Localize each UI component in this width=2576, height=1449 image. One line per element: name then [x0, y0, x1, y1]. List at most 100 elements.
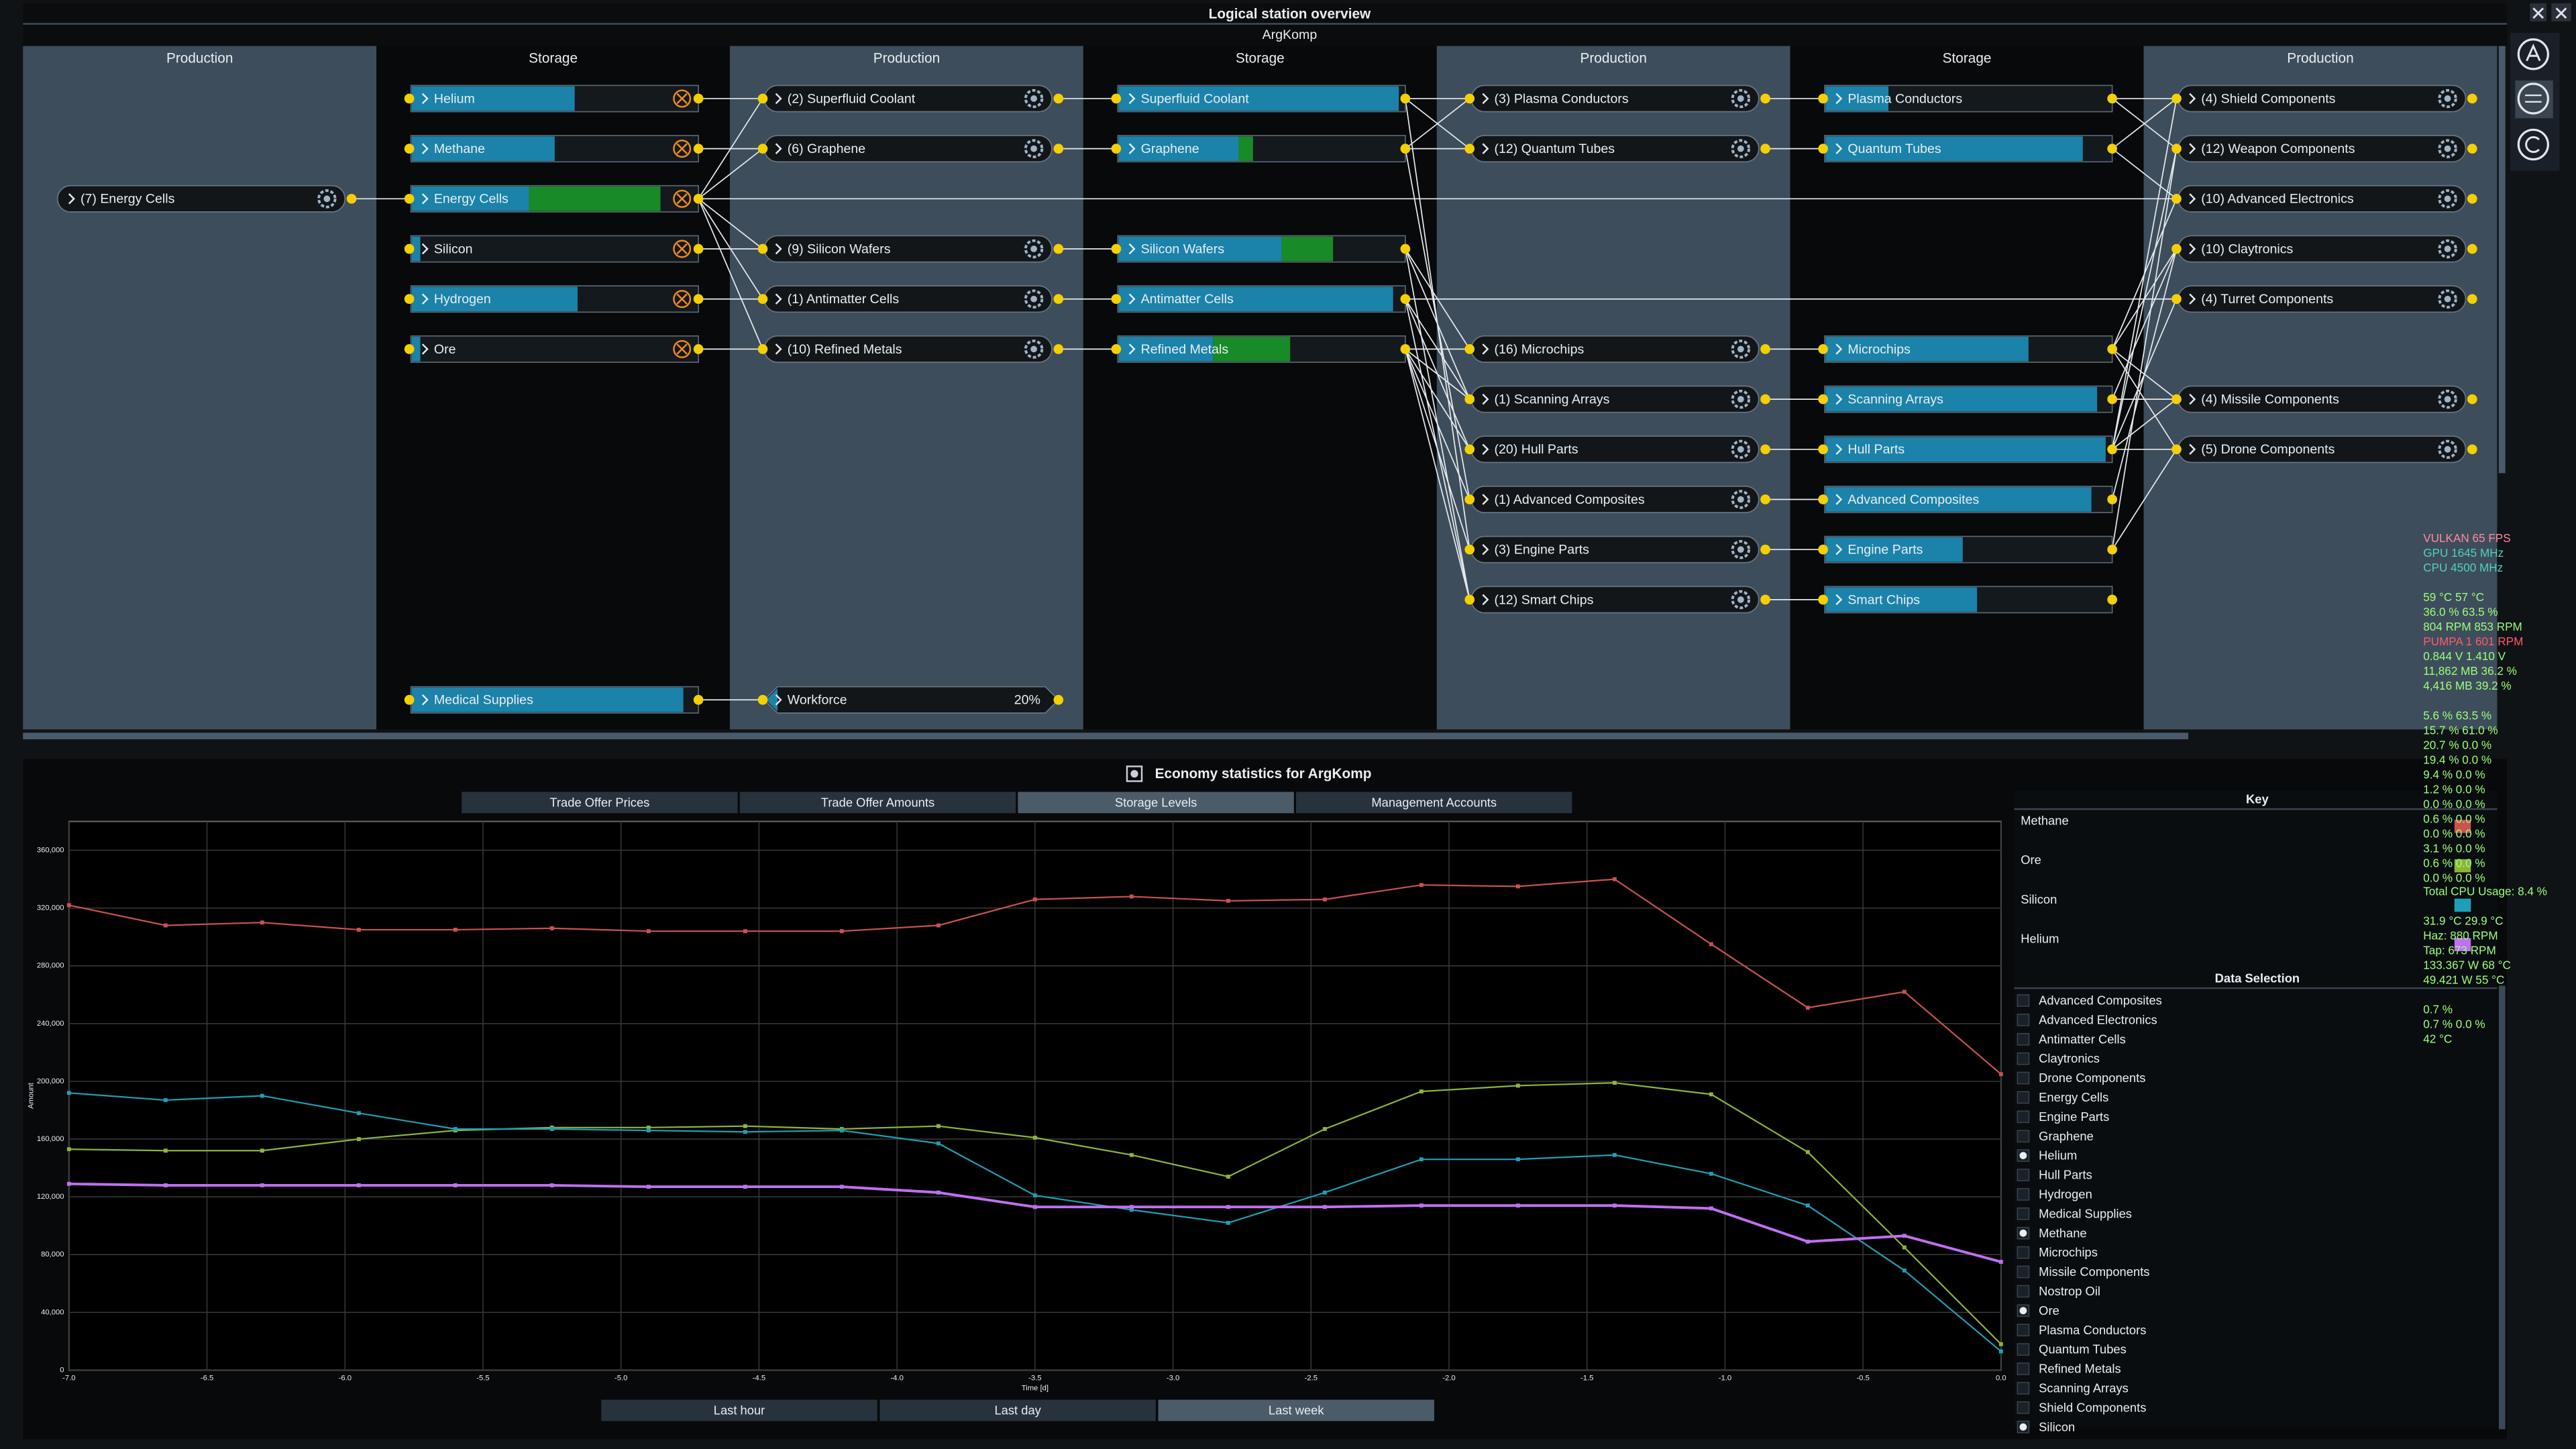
- storage-node[interactable]: Microchips: [1818, 335, 2117, 363]
- production-node[interactable]: (1) Antimatter Cells: [757, 285, 1064, 313]
- selection-label[interactable]: Graphene: [2039, 1129, 2094, 1143]
- storage-node[interactable]: Graphene: [1111, 135, 1411, 163]
- storage-node[interactable]: Medical Supplies: [404, 686, 704, 714]
- tab[interactable]: [462, 792, 738, 814]
- storage-node[interactable]: Helium: [404, 85, 704, 113]
- production-node[interactable]: (1) Scanning Arrays: [1464, 385, 1770, 413]
- selection-label[interactable]: Medical Supplies: [2039, 1206, 2132, 1220]
- checkbox[interactable]: [2017, 1110, 2030, 1124]
- storage-node[interactable]: Advanced Composites: [1818, 486, 2117, 513]
- production-node[interactable]: (2) Superfluid Coolant: [757, 85, 1064, 113]
- storage-node[interactable]: Engine Parts: [1818, 535, 2117, 564]
- storage-node[interactable]: Hydrogen: [404, 285, 704, 313]
- icon-network[interactable]: [2517, 83, 2549, 115]
- time-button[interactable]: [1158, 1399, 1434, 1421]
- selection-label[interactable]: Advanced Electronics: [2039, 1012, 2157, 1026]
- time-button[interactable]: [879, 1399, 1156, 1421]
- checkbox[interactable]: [2017, 1265, 2030, 1279]
- tab[interactable]: [739, 792, 1016, 814]
- selection-label[interactable]: Antimatter Cells: [2039, 1032, 2126, 1046]
- production-node[interactable]: (10) Refined Metals: [757, 335, 1064, 363]
- selection-label[interactable]: Silicon: [2039, 1419, 2075, 1434]
- selection-label[interactable]: Plasma Conductors: [2039, 1323, 2146, 1337]
- production-node[interactable]: 20% Workforce: [757, 686, 1064, 714]
- checkbox[interactable]: [2017, 1382, 2030, 1395]
- production-node[interactable]: (20) Hull Parts: [1464, 435, 1770, 464]
- icon-c[interactable]: [2517, 128, 2549, 161]
- storage-node[interactable]: Antimatter Cells: [1111, 285, 1411, 313]
- production-node[interactable]: (1) Advanced Composites: [1464, 486, 1770, 513]
- selection-label[interactable]: Ore: [2039, 1303, 2059, 1318]
- production-node[interactable]: (12) Quantum Tubes: [1464, 135, 1770, 163]
- checkbox[interactable]: [2017, 1362, 2030, 1375]
- panel-toggle[interactable]: [1126, 765, 1143, 782]
- storage-node[interactable]: Smart Chips: [1818, 586, 2117, 614]
- storage-node[interactable]: Quantum Tubes: [1818, 135, 2117, 163]
- production-node[interactable]: (3) Plasma Conductors: [1464, 85, 1770, 113]
- storage-node[interactable]: Silicon: [404, 235, 704, 263]
- production-node[interactable]: (3) Engine Parts: [1464, 535, 1770, 564]
- selection-label[interactable]: Claytronics: [2039, 1051, 2100, 1065]
- checkbox[interactable]: [2017, 1207, 2030, 1220]
- tab[interactable]: [1018, 792, 1294, 814]
- checkbox[interactable]: [2017, 1052, 2030, 1065]
- storage-node[interactable]: Superfluid Coolant: [1111, 85, 1411, 113]
- production-node[interactable]: (12) Smart Chips: [1464, 586, 1770, 614]
- checkbox[interactable]: [2017, 1169, 2030, 1181]
- time-button[interactable]: [601, 1399, 877, 1421]
- selection-label[interactable]: Helium: [2039, 1148, 2077, 1163]
- storage-node[interactable]: Ore: [404, 335, 704, 363]
- selection-label[interactable]: Engine Parts: [2039, 1110, 2109, 1124]
- production-node[interactable]: (10) Advanced Electronics: [2171, 184, 2477, 213]
- selection-label[interactable]: Hull Parts: [2039, 1168, 2092, 1182]
- production-node[interactable]: (4) Missile Components: [2171, 385, 2477, 413]
- storage-node[interactable]: Silicon Wafers: [1111, 235, 1411, 263]
- selection-label[interactable]: Hydrogen: [2039, 1187, 2092, 1201]
- selection-label[interactable]: Drone Components: [2039, 1071, 2145, 1085]
- horizontal-scrollbar[interactable]: [23, 733, 2189, 740]
- storage-node[interactable]: Methane: [404, 135, 704, 163]
- checkbox[interactable]: [2017, 1324, 2030, 1336]
- production-node[interactable]: (12) Weapon Components: [2171, 135, 2477, 163]
- production-node[interactable]: (10) Claytronics: [2171, 235, 2477, 263]
- selection-label[interactable]: Methane: [2039, 1226, 2086, 1240]
- selection-label[interactable]: Microchips: [2039, 1245, 2098, 1259]
- checkbox[interactable]: [2017, 1401, 2030, 1414]
- checkbox[interactable]: [2017, 1188, 2030, 1201]
- production-node[interactable]: (16) Microchips: [1464, 335, 1770, 363]
- checkbox[interactable]: [2017, 1032, 2030, 1046]
- selection-label[interactable]: Energy Cells: [2039, 1090, 2108, 1104]
- window-buttons[interactable]: [2530, 3, 2571, 21]
- vertical-scrollbar[interactable]: [2498, 46, 2506, 474]
- checkbox[interactable]: [2017, 1343, 2030, 1356]
- icon-a[interactable]: [2517, 38, 2549, 70]
- selection-label[interactable]: Shield Components: [2039, 1400, 2146, 1414]
- selection-label[interactable]: Missile Components: [2039, 1265, 2149, 1279]
- storage-node[interactable]: Scanning Arrays: [1818, 385, 2117, 413]
- storage-node[interactable]: Plasma Conductors: [1818, 85, 2117, 113]
- checkbox[interactable]: [2017, 994, 2030, 1007]
- checkbox[interactable]: [2017, 1246, 2030, 1259]
- tab[interactable]: [1296, 792, 1572, 814]
- selection-label[interactable]: Nostrop Oil: [2039, 1284, 2100, 1298]
- storage-node[interactable]: Refined Metals: [1111, 335, 1411, 363]
- output-port: [2467, 444, 2477, 455]
- checkbox[interactable]: [2017, 1130, 2030, 1143]
- production-node[interactable]: (5) Drone Components: [2171, 435, 2477, 464]
- checkbox[interactable]: [2017, 1014, 2030, 1026]
- selection-label[interactable]: Advanced Composites: [2039, 993, 2162, 1007]
- selection-label[interactable]: Quantum Tubes: [2039, 1342, 2127, 1356]
- checkbox[interactable]: [2017, 1285, 2030, 1298]
- production-node[interactable]: (6) Graphene: [757, 135, 1064, 163]
- production-node[interactable]: (4) Shield Components: [2171, 85, 2477, 113]
- checkbox[interactable]: [2017, 1071, 2030, 1085]
- production-node[interactable]: (7) Energy Cells: [56, 184, 357, 213]
- selection-label[interactable]: Scanning Arrays: [2039, 1381, 2129, 1395]
- storage-node[interactable]: Energy Cells: [404, 184, 704, 213]
- storage-node[interactable]: Hull Parts: [1818, 435, 2117, 464]
- selection-label[interactable]: Refined Metals: [2039, 1362, 2121, 1376]
- checkbox[interactable]: [2017, 1091, 2030, 1104]
- selection-scrollbar[interactable]: [2498, 985, 2506, 1430]
- production-node[interactable]: (9) Silicon Wafers: [757, 235, 1064, 263]
- production-node[interactable]: (4) Turret Components: [2171, 285, 2477, 313]
